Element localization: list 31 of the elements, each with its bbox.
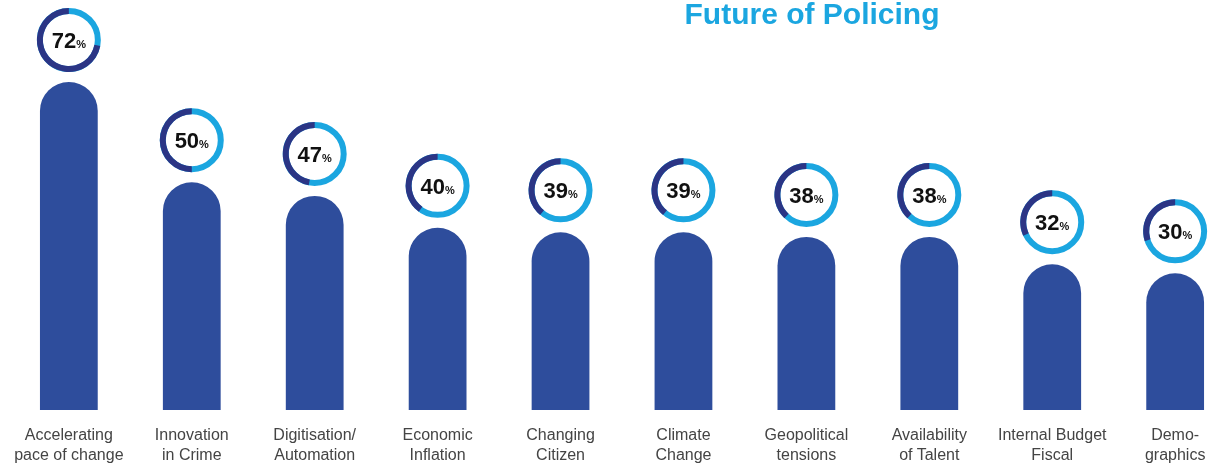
x-tick-label: Digitisation/ Automation xyxy=(273,426,357,463)
x-tick-label: Demo- graphics xyxy=(1144,426,1206,463)
bar xyxy=(162,182,221,410)
bar xyxy=(1023,264,1082,410)
x-tick-label: Economic Inflation xyxy=(402,426,473,463)
data-label: 40% xyxy=(420,173,455,199)
chart-title: Future of Policing xyxy=(684,0,940,30)
bar xyxy=(654,232,713,410)
bar xyxy=(777,236,836,410)
data-label: 38% xyxy=(912,182,947,208)
data-label: 39% xyxy=(666,178,701,204)
data-label: 32% xyxy=(1035,210,1070,236)
data-label: 50% xyxy=(174,128,210,154)
bar xyxy=(1146,273,1205,410)
bar xyxy=(408,227,467,410)
data-label: 38% xyxy=(789,182,824,208)
x-tick-label: Accelerating pace of change xyxy=(14,426,124,463)
x-tick-label: Changing Citizen xyxy=(526,426,595,463)
x-tick-label: Innovation in Crime xyxy=(154,426,229,463)
data-label: 72% xyxy=(51,28,87,53)
data-label: 30% xyxy=(1158,219,1193,245)
x-tick-label: Internal Budget Fiscal xyxy=(997,426,1108,463)
x-tick-label: Geopolitical tensions xyxy=(764,426,849,463)
bar xyxy=(531,232,590,410)
data-label: 39% xyxy=(543,178,578,204)
bar xyxy=(39,82,98,410)
x-tick-label: Availability of Talent xyxy=(891,426,967,463)
data-label: 47% xyxy=(297,141,333,167)
x-tick-label: Climate Change xyxy=(655,426,712,463)
bar xyxy=(285,195,344,410)
bar xyxy=(900,236,959,410)
